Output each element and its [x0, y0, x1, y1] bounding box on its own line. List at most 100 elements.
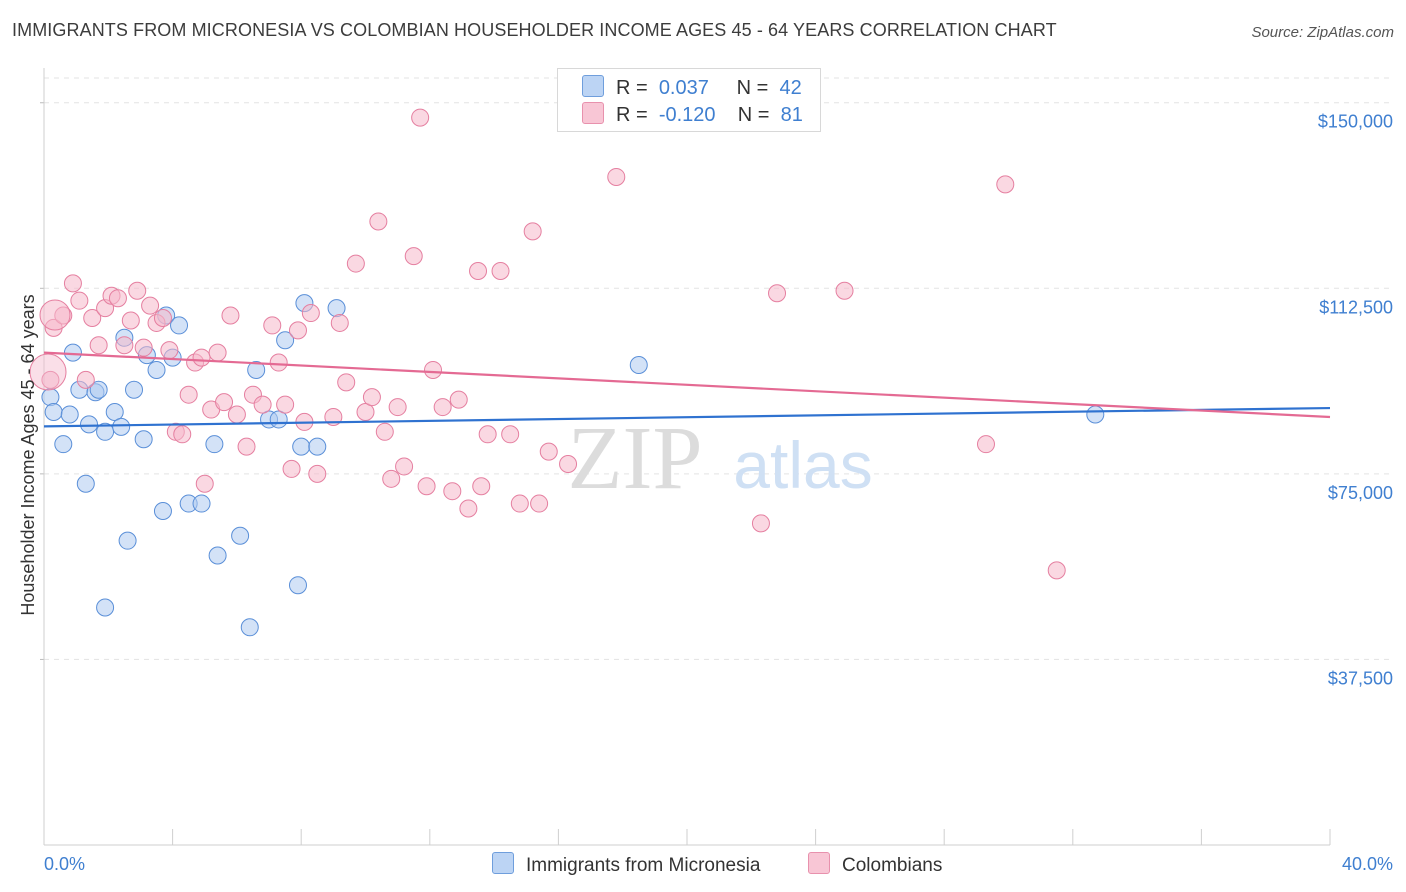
- point-colombians: [469, 261, 488, 280]
- point-colombians: [221, 306, 240, 325]
- point-colombians: [134, 338, 153, 357]
- point-colombians: [337, 373, 356, 392]
- point-colombians: [276, 395, 295, 414]
- data-points: [29, 108, 1105, 637]
- legend-r-label: R =: [616, 77, 648, 99]
- point-colombians: [89, 336, 108, 355]
- point-micronesia: [96, 422, 115, 441]
- point-colombians: [356, 403, 375, 422]
- point-colombians: [41, 370, 60, 389]
- trend-line-micronesia: [43, 406, 1331, 428]
- legend-row-colombians: R = -0.120 N = 81: [582, 102, 803, 128]
- point-colombians: [39, 299, 71, 331]
- point-micronesia: [105, 403, 124, 422]
- point-colombians: [282, 459, 301, 478]
- correlation-legend: R = 0.037 N = 42 R = -0.120 N = 81: [557, 68, 821, 132]
- point-micronesia: [308, 437, 327, 456]
- legend-n-value: 81: [780, 104, 803, 126]
- trend-line-colombians: [43, 351, 1331, 419]
- point-colombians: [70, 291, 89, 310]
- point-micronesia: [231, 526, 250, 545]
- point-colombians: [768, 284, 787, 303]
- trend-lines: [43, 351, 1331, 428]
- legend-n-value: 42: [779, 77, 802, 99]
- point-colombians: [996, 175, 1015, 194]
- point-colombians: [173, 425, 192, 444]
- point-colombians: [29, 353, 67, 391]
- y-tick-label: $150,000: [1318, 112, 1393, 132]
- point-colombians: [607, 167, 626, 186]
- point-micronesia: [153, 501, 172, 520]
- legend-swatch-micronesia: [582, 75, 604, 97]
- point-colombians: [369, 212, 388, 231]
- point-colombians: [301, 304, 320, 323]
- point-colombians: [449, 390, 468, 409]
- point-colombians: [263, 316, 282, 335]
- bottom-legend-colombians: Colombians: [808, 852, 942, 877]
- point-micronesia: [112, 417, 131, 436]
- point-colombians: [472, 477, 491, 496]
- legend-r-value: -0.120: [658, 104, 716, 126]
- point-colombians: [375, 422, 394, 441]
- bottom-legend-swatch-colombians: [808, 852, 830, 874]
- point-micronesia: [208, 546, 227, 565]
- point-colombians: [424, 360, 443, 379]
- point-colombians: [501, 425, 520, 444]
- point-micronesia: [134, 430, 153, 449]
- point-colombians: [153, 308, 172, 327]
- point-colombians: [121, 311, 140, 330]
- point-colombians: [559, 454, 578, 473]
- point-colombians: [192, 348, 211, 367]
- point-colombians: [1047, 561, 1066, 580]
- point-colombians: [404, 247, 423, 266]
- point-micronesia: [80, 415, 99, 434]
- point-colombians: [395, 457, 414, 476]
- chart-title: IMMIGRANTS FROM MICRONESIA VS COLOMBIAN …: [12, 20, 1057, 40]
- y-axis-label: Householder Income Ages 45 - 64 years: [18, 294, 38, 615]
- point-colombians: [751, 514, 770, 533]
- x-tick-label: 40.0%: [1342, 854, 1393, 874]
- point-colombians: [128, 281, 147, 300]
- bottom-legend-label: Colombians: [842, 855, 943, 876]
- point-colombians: [160, 341, 179, 360]
- legend-r-label: R =: [616, 104, 648, 126]
- point-colombians: [976, 435, 995, 454]
- point-micronesia: [276, 331, 295, 350]
- point-colombians: [208, 343, 227, 362]
- bottom-legend-label: Immigrants from Micronesia: [526, 855, 761, 876]
- source-label: Source: ZipAtlas.com: [1251, 24, 1394, 41]
- y-tick-label: $112,500: [1319, 297, 1393, 317]
- bottom-legend-swatch-micronesia: [492, 852, 514, 874]
- point-colombians: [269, 353, 288, 372]
- y-tick-label: $75,000: [1328, 483, 1393, 503]
- axes: [40, 68, 1331, 846]
- point-colombians: [539, 442, 558, 461]
- point-micronesia: [89, 380, 108, 399]
- point-colombians: [215, 393, 234, 412]
- bottom-legend-micronesia: Immigrants from Micronesia: [492, 852, 760, 877]
- point-micronesia: [292, 437, 311, 456]
- point-colombians: [288, 321, 307, 340]
- point-micronesia: [60, 405, 79, 424]
- legend-row-micronesia: R = 0.037 N = 42: [582, 75, 802, 101]
- watermark-atlas: atlas: [733, 428, 872, 502]
- point-micronesia: [54, 435, 73, 454]
- point-colombians: [141, 296, 160, 315]
- point-colombians: [443, 482, 462, 501]
- point-colombians: [227, 405, 246, 424]
- legend-r-value: 0.037: [658, 77, 709, 99]
- point-colombians: [63, 274, 82, 293]
- watermark-zip: ZIP: [568, 409, 703, 508]
- point-colombians: [510, 494, 529, 513]
- point-micronesia: [96, 598, 115, 617]
- point-colombians: [179, 385, 198, 404]
- point-colombians: [115, 336, 134, 355]
- point-micronesia: [118, 531, 137, 550]
- grid-lines: [44, 77, 1394, 660]
- point-colombians: [478, 425, 497, 444]
- point-micronesia: [44, 403, 63, 422]
- legend-n-label: N =: [737, 104, 770, 126]
- point-colombians: [388, 398, 407, 417]
- legend-n-label: N =: [736, 77, 769, 99]
